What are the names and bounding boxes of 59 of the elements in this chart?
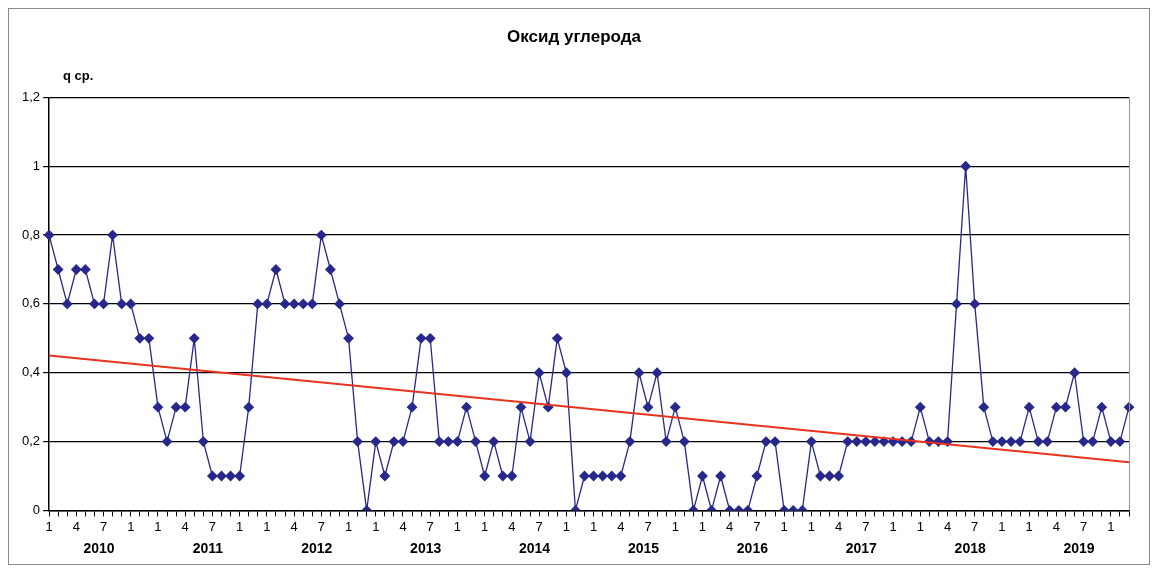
y-tick-label: 1 bbox=[32, 157, 41, 173]
y-tick-label: 0 bbox=[32, 501, 41, 517]
text: 2010 bbox=[83, 540, 115, 557]
text: 2012 bbox=[301, 540, 333, 557]
x-tick-label: 4 bbox=[726, 518, 734, 534]
x-tick-label: 1 bbox=[998, 518, 1006, 534]
x-tick-label: 1 bbox=[916, 518, 924, 534]
x-tick-label: 4 bbox=[290, 518, 298, 534]
x-tick-label: 7 bbox=[862, 518, 870, 534]
x-tick-label: 1 bbox=[698, 518, 707, 534]
x-tick-label: 4 bbox=[943, 518, 952, 534]
x-tick-label: 7 bbox=[426, 518, 434, 534]
x-tick-label: 4 bbox=[181, 518, 189, 534]
x-tick-label: 1 bbox=[1025, 518, 1033, 534]
y-axis-title: q ср. bbox=[63, 68, 94, 84]
text: 2017 bbox=[845, 540, 878, 557]
chart-title: Оксид углерода bbox=[507, 26, 642, 46]
x-tick-label: 1 bbox=[671, 518, 679, 534]
text: 2011 bbox=[192, 540, 224, 557]
x-tick-label: 1 bbox=[263, 518, 271, 534]
x-tick-label: 7 bbox=[753, 518, 761, 534]
y-tick-label: 0,8 bbox=[21, 226, 41, 242]
x-tick-label: 4 bbox=[72, 518, 80, 534]
x-tick-label: 1 bbox=[562, 518, 570, 534]
x-tick-label: 1 bbox=[344, 518, 353, 534]
x-tick-label: 1 bbox=[453, 518, 462, 534]
y-tick-label: 0,6 bbox=[21, 295, 41, 311]
x-tick-label: 7 bbox=[317, 518, 325, 534]
x-tick-label: 4 bbox=[508, 518, 516, 534]
y-tick-label: 1,2 bbox=[21, 88, 41, 104]
x-tick-label: 1 bbox=[807, 518, 815, 534]
x-tick-label: 7 bbox=[535, 518, 543, 534]
x-tick-label: 1 bbox=[154, 518, 162, 534]
x-tick-label: 1 bbox=[1107, 518, 1115, 534]
x-tick-label: 4 bbox=[1052, 518, 1061, 534]
x-tick-label: 1 bbox=[372, 518, 380, 534]
x-tick-label: 7 bbox=[1080, 518, 1088, 534]
x-tick-label: 1 bbox=[481, 518, 489, 534]
x-tick-label: 4 bbox=[617, 518, 625, 534]
x-tick-label: 4 bbox=[399, 518, 407, 534]
y-tick-label: 0,4 bbox=[21, 364, 41, 380]
x-tick-label: 1 bbox=[127, 518, 135, 534]
x-tick-label: 1 bbox=[45, 518, 53, 534]
text: 2013 bbox=[410, 540, 442, 557]
x-tick-label: 1 bbox=[780, 518, 788, 534]
x-tick-label: 1 bbox=[589, 518, 598, 534]
text: 2014 bbox=[519, 540, 551, 557]
x-tick-label: 7 bbox=[99, 518, 108, 534]
text: 2019 bbox=[1063, 540, 1095, 557]
text: 2015 bbox=[627, 540, 660, 557]
x-tick-label: 7 bbox=[971, 518, 979, 534]
x-tick-label: 1 bbox=[236, 518, 244, 534]
y-tick-label: 0,2 bbox=[21, 433, 41, 449]
x-tick-label: 7 bbox=[644, 518, 652, 534]
text: 2018 bbox=[954, 540, 986, 557]
x-tick-label: 4 bbox=[834, 518, 843, 534]
x-tick-label: 1 bbox=[889, 518, 897, 534]
text: 2016 bbox=[736, 540, 769, 557]
x-tick-label: 7 bbox=[208, 518, 217, 534]
